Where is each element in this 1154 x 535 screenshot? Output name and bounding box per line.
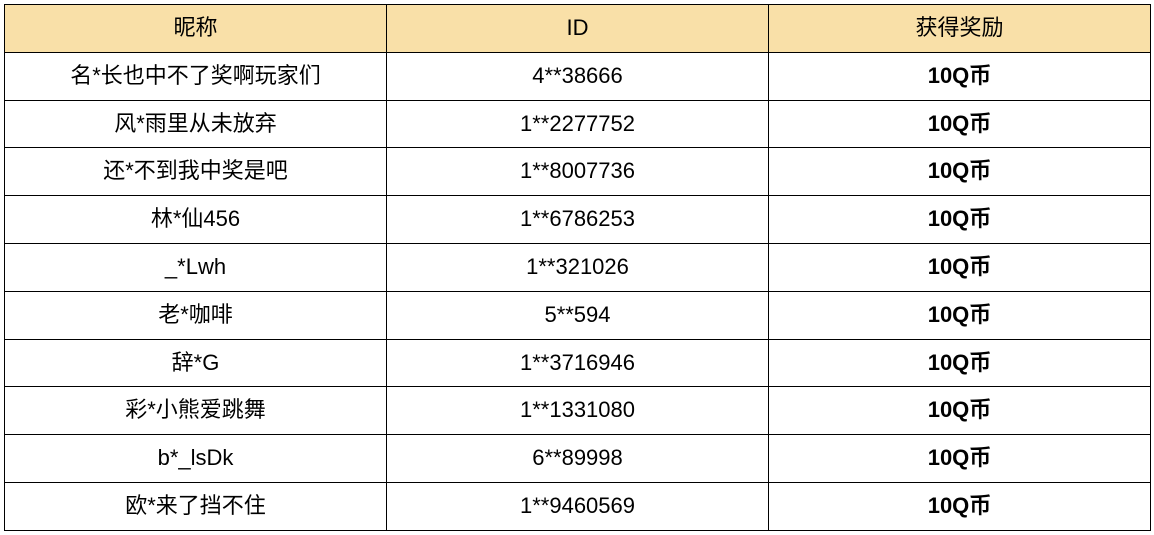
cell-reward: 10Q币 — [769, 339, 1151, 387]
cell-nickname: 林*仙456 — [5, 196, 387, 244]
cell-reward: 10Q币 — [769, 148, 1151, 196]
table-row: 风*雨里从未放弃 1**2277752 10Q币 — [5, 100, 1151, 148]
table-row: 老*咖啡 5**594 10Q币 — [5, 291, 1151, 339]
cell-reward: 10Q币 — [769, 52, 1151, 100]
cell-nickname: b*_lsDk — [5, 435, 387, 483]
cell-reward: 10Q币 — [769, 387, 1151, 435]
cell-reward: 10Q币 — [769, 243, 1151, 291]
cell-nickname: _*Lwh — [5, 243, 387, 291]
table-row: 名*长也中不了奖啊玩家们 4**38666 10Q币 — [5, 52, 1151, 100]
header-id: ID — [387, 5, 769, 53]
cell-nickname: 风*雨里从未放弃 — [5, 100, 387, 148]
cell-reward: 10Q币 — [769, 100, 1151, 148]
cell-id: 1**3716946 — [387, 339, 769, 387]
table-row: 还*不到我中奖是吧 1**8007736 10Q币 — [5, 148, 1151, 196]
table-row: 彩*小熊爱跳舞 1**1331080 10Q币 — [5, 387, 1151, 435]
table-row: b*_lsDk 6**89998 10Q币 — [5, 435, 1151, 483]
cell-nickname: 辞*G — [5, 339, 387, 387]
cell-nickname: 老*咖啡 — [5, 291, 387, 339]
cell-id: 1**8007736 — [387, 148, 769, 196]
cell-nickname: 还*不到我中奖是吧 — [5, 148, 387, 196]
cell-reward: 10Q币 — [769, 435, 1151, 483]
cell-id: 6**89998 — [387, 435, 769, 483]
rewards-table: 昵称 ID 获得奖励 名*长也中不了奖啊玩家们 4**38666 10Q币 风*… — [4, 4, 1151, 531]
cell-id: 1**1331080 — [387, 387, 769, 435]
cell-id: 1**6786253 — [387, 196, 769, 244]
cell-id: 1**321026 — [387, 243, 769, 291]
header-nickname: 昵称 — [5, 5, 387, 53]
cell-id: 1**9460569 — [387, 482, 769, 530]
cell-reward: 10Q币 — [769, 482, 1151, 530]
header-row: 昵称 ID 获得奖励 — [5, 5, 1151, 53]
cell-reward: 10Q币 — [769, 196, 1151, 244]
cell-id: 1**2277752 — [387, 100, 769, 148]
cell-nickname: 欧*来了挡不住 — [5, 482, 387, 530]
table-header: 昵称 ID 获得奖励 — [5, 5, 1151, 53]
header-reward: 获得奖励 — [769, 5, 1151, 53]
table-row: 欧*来了挡不住 1**9460569 10Q币 — [5, 482, 1151, 530]
cell-nickname: 名*长也中不了奖啊玩家们 — [5, 52, 387, 100]
cell-id: 5**594 — [387, 291, 769, 339]
cell-nickname: 彩*小熊爱跳舞 — [5, 387, 387, 435]
table-body: 名*长也中不了奖啊玩家们 4**38666 10Q币 风*雨里从未放弃 1**2… — [5, 52, 1151, 530]
cell-id: 4**38666 — [387, 52, 769, 100]
cell-reward: 10Q币 — [769, 291, 1151, 339]
table-row: _*Lwh 1**321026 10Q币 — [5, 243, 1151, 291]
table-row: 辞*G 1**3716946 10Q币 — [5, 339, 1151, 387]
table-row: 林*仙456 1**6786253 10Q币 — [5, 196, 1151, 244]
